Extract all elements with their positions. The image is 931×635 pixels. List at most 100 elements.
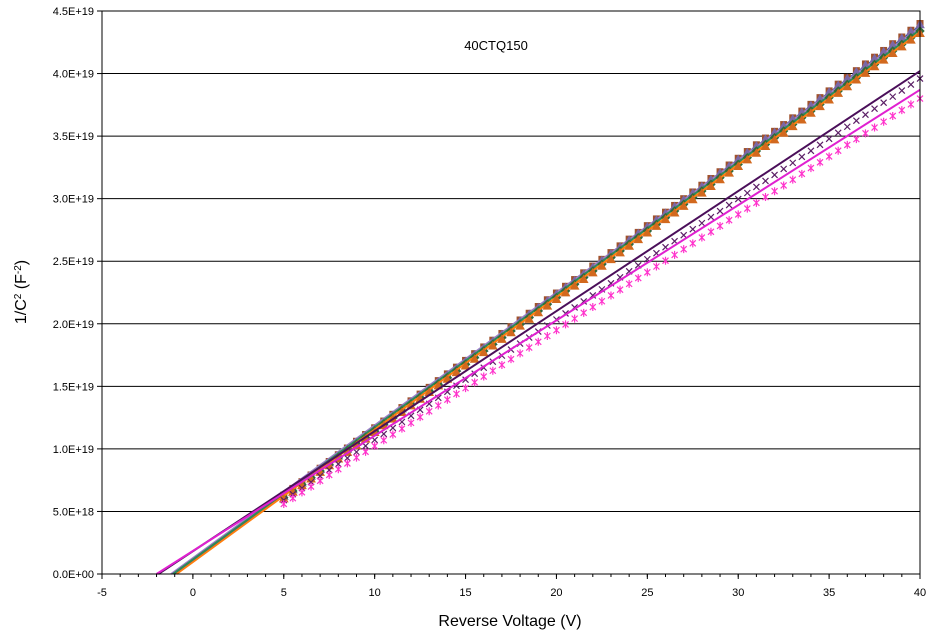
data-point	[760, 141, 771, 151]
data-point	[862, 111, 869, 119]
data-point	[816, 141, 824, 149]
data-point	[843, 123, 851, 131]
data-point	[789, 159, 797, 167]
data-point	[907, 81, 915, 89]
data-point	[771, 187, 779, 196]
x-tick-label: 35	[823, 587, 835, 599]
data-point	[671, 250, 679, 259]
y-axis-title: 1/C2 (F-2)	[13, 260, 31, 324]
data-point	[833, 88, 844, 97]
data-point	[834, 146, 842, 155]
data-point	[680, 245, 688, 254]
data-point	[815, 101, 825, 111]
data-point	[834, 129, 842, 137]
x-tick-label: 10	[369, 587, 381, 599]
data-point	[762, 193, 769, 202]
data-point	[725, 201, 733, 209]
y-tick-label: 1.5E+19	[53, 381, 94, 393]
data-point	[871, 105, 878, 113]
data-point	[453, 382, 460, 390]
data-point	[715, 174, 725, 184]
data-point	[825, 135, 833, 143]
y-tick-label: 2.0E+19	[53, 319, 94, 331]
chart-title: 40CTQ150	[464, 38, 528, 53]
data-point	[906, 35, 916, 44]
fit-line	[157, 70, 921, 575]
data-point	[842, 81, 853, 91]
data-point	[651, 221, 662, 230]
gridlines	[102, 73, 920, 512]
data-point	[353, 448, 360, 456]
data-point	[851, 75, 862, 84]
data-point	[734, 210, 742, 219]
data-point	[624, 241, 635, 250]
data-point	[843, 140, 851, 149]
data-point	[689, 239, 697, 248]
data-point	[734, 195, 742, 203]
data-point	[587, 267, 598, 277]
data-point	[880, 117, 888, 126]
data-point	[816, 158, 824, 167]
data-point	[652, 262, 660, 271]
data-point	[343, 459, 351, 468]
data-point	[634, 274, 642, 283]
y-tick-label: 5.0E+18	[53, 506, 94, 518]
data-point	[907, 100, 915, 109]
data-point	[742, 154, 753, 164]
data-point	[807, 164, 815, 173]
y-tick-label: 4.5E+19	[53, 6, 94, 18]
data-point	[298, 488, 306, 497]
x-tick-label: 0	[190, 587, 196, 599]
data-point	[878, 55, 889, 64]
data-point	[362, 447, 370, 456]
y-tick-label: 3.0E+19	[53, 194, 94, 206]
data-point	[497, 334, 507, 343]
data-point	[743, 204, 751, 213]
data-point	[698, 219, 706, 227]
data-point	[506, 327, 516, 337]
data-point	[889, 93, 897, 101]
data-point	[860, 68, 871, 77]
y-axis-title-base: 1/C	[13, 299, 30, 324]
data-point	[707, 227, 715, 236]
data-point	[416, 413, 424, 422]
data-point	[534, 337, 542, 346]
data-point	[852, 117, 860, 125]
data-point	[780, 181, 788, 190]
data-point	[516, 349, 524, 358]
data-point	[852, 135, 860, 144]
data-point	[471, 378, 479, 387]
x-tick-label: -5	[97, 587, 107, 599]
data-point	[487, 341, 498, 350]
data-point	[597, 261, 607, 270]
series-4	[175, 28, 925, 575]
data-point	[889, 111, 897, 120]
data-point	[524, 314, 535, 323]
data-point	[689, 225, 697, 233]
data-point	[398, 424, 406, 433]
data-point	[325, 466, 333, 474]
y-tick-label: 1.0E+19	[53, 444, 94, 456]
data-point	[871, 123, 878, 132]
data-point	[762, 177, 769, 185]
data-point	[707, 213, 715, 221]
data-point	[469, 354, 480, 363]
data-point	[633, 234, 644, 244]
data-point	[362, 442, 370, 450]
data-point	[687, 194, 698, 204]
data-point	[825, 152, 833, 161]
data-point	[798, 153, 806, 161]
data-point	[553, 326, 560, 335]
data-point	[562, 320, 569, 329]
x-tick-label: 5	[281, 587, 287, 599]
data-point	[880, 99, 888, 107]
data-point	[607, 291, 615, 300]
data-point	[453, 389, 460, 398]
data-point	[542, 301, 553, 310]
data-point	[316, 476, 324, 485]
data-point	[334, 465, 342, 474]
data-point	[698, 233, 706, 242]
data-point	[307, 482, 315, 491]
data-point	[796, 114, 807, 124]
